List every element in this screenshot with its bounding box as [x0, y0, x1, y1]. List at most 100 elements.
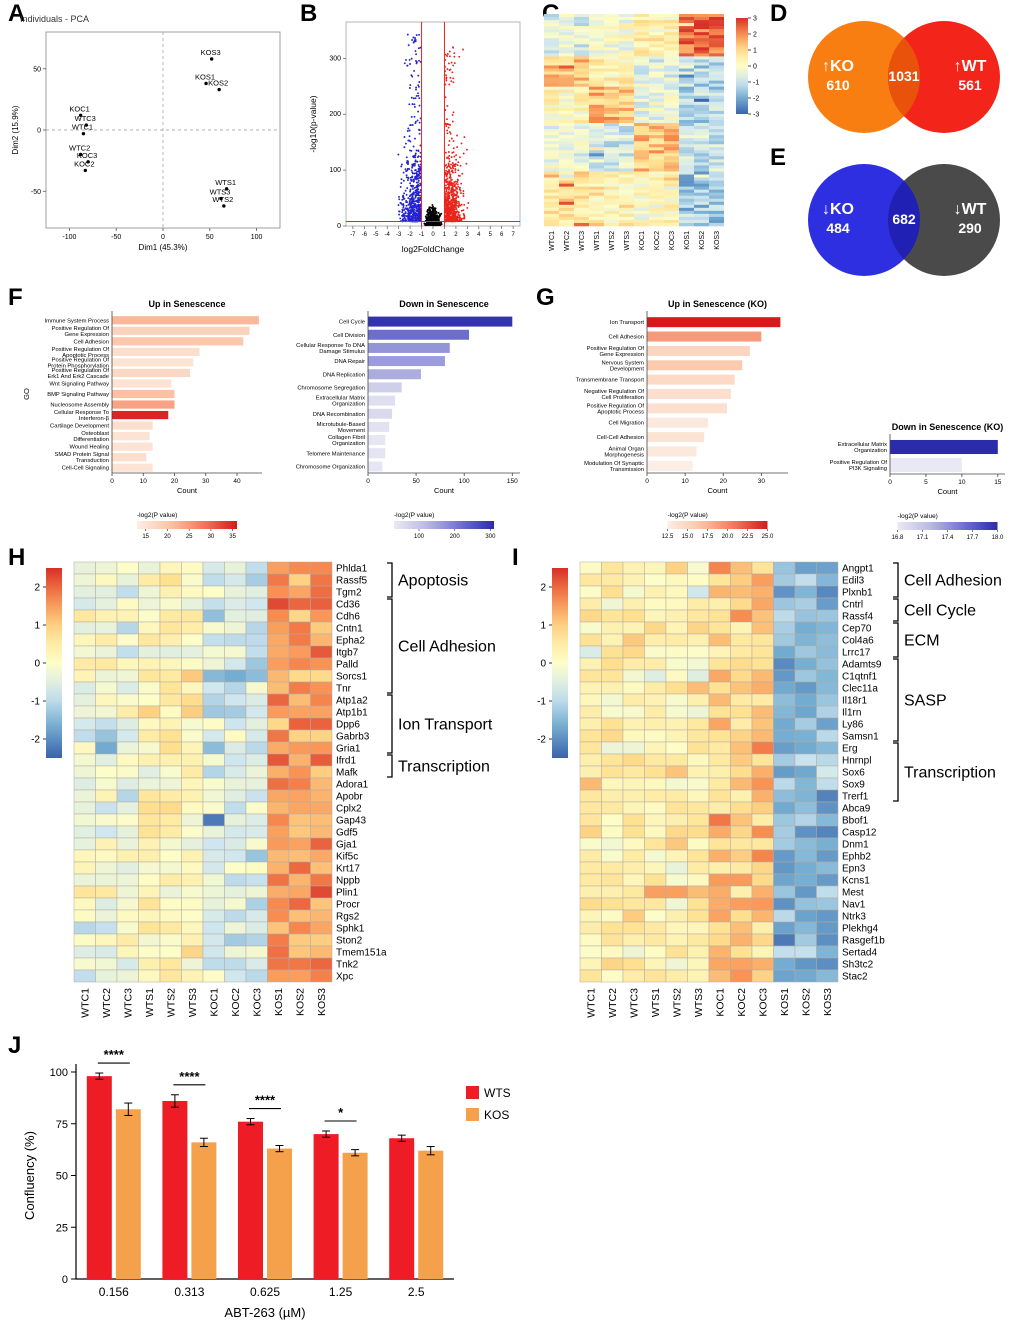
pca-point — [84, 123, 88, 127]
go-chart-up-senescence-ko: Up in Senescence (KO) Ion Transport Cell A… — [552, 295, 798, 550]
gene-label: Palld — [336, 660, 358, 671]
go-term-label: Cell-Cell Adhesion — [597, 435, 644, 441]
pca-xlabel: Dim1 (45.3%) — [139, 243, 188, 252]
bar-wts — [313, 1134, 339, 1279]
significance-stars: **** — [255, 1093, 276, 1108]
go-term-label: DNA Repair — [334, 359, 365, 365]
svg-text:200: 200 — [450, 534, 461, 540]
column-label: WTC3 — [579, 231, 586, 251]
go-bar — [647, 446, 697, 457]
svg-text:-1: -1 — [31, 697, 40, 708]
svg-text:15.0: 15.0 — [682, 534, 694, 540]
svg-text:50: 50 — [56, 1171, 68, 1183]
gene-label: Dnm1 — [842, 840, 869, 851]
go-term-label: Development — [610, 366, 645, 372]
x-axis-label: ABT-263 (µM) — [224, 1305, 305, 1320]
svg-text:1: 1 — [34, 621, 40, 632]
go-term-label: Cartilage Development — [50, 424, 109, 430]
gene-label: Phlda1 — [336, 564, 368, 575]
go-bar — [647, 432, 705, 443]
svg-text:-1: -1 — [419, 232, 425, 238]
gene-label: Cntn1 — [336, 624, 363, 635]
gene-label: Epn3 — [842, 864, 866, 875]
pca-title: Individuals - PCA — [20, 14, 89, 24]
column-label: KOC1 — [639, 231, 646, 250]
go-title: Up in Senescence (KO) — [668, 299, 767, 309]
svg-text:0: 0 — [161, 234, 165, 241]
gene-label: Gap43 — [336, 816, 366, 827]
pca-point — [209, 57, 214, 61]
column-label: KOC1 — [714, 988, 726, 1017]
bar-wts — [162, 1100, 188, 1279]
go-term-label: Interferon-β — [79, 416, 110, 422]
group-label: Ion Transport — [398, 717, 493, 734]
go-term-label: Telomere Maintenance — [306, 451, 365, 457]
panel-letter-g: G — [536, 284, 555, 311]
gene-label: Clec11a — [842, 684, 878, 695]
go-term-label: Morphogenesis — [604, 452, 644, 458]
go-term-label: Positive Regulation Of — [587, 403, 645, 409]
column-label: KOS3 — [822, 988, 834, 1016]
group-label: Cell Cycle — [904, 603, 976, 620]
gene-label: Sox6 — [842, 768, 865, 779]
svg-text:0: 0 — [540, 659, 546, 670]
panel-letter-i: I — [512, 544, 519, 571]
pca-point-label: WTS3 — [210, 188, 231, 197]
svg-text:10: 10 — [958, 479, 966, 486]
legend-swatch-wts — [466, 1086, 479, 1099]
svg-text:0: 0 — [34, 659, 40, 670]
go-bar — [368, 395, 395, 406]
pca-point-label: WTC2 — [69, 144, 90, 153]
svg-text:5: 5 — [489, 232, 493, 238]
legend-swatch-kos — [466, 1108, 479, 1121]
svg-text:0: 0 — [366, 478, 370, 485]
panel-letter-d: D — [770, 0, 788, 27]
svg-text:0: 0 — [337, 223, 341, 230]
svg-text:12.5: 12.5 — [662, 534, 674, 540]
gene-heatmap-down: Angpt1 Edil3 Plxnb1 Cntrl Rassf4 Cep70 Col4a6 L… — [516, 556, 1016, 1037]
deg-heatmap-svg: WTC1 WTC2 WTC3 WTS1 WTS2 WTS3 KOC1 KOC2 KOC3 KOS1… — [544, 14, 759, 251]
go-term-label: Collagen Fibril — [328, 435, 365, 441]
gene-label: Rasgef1b — [842, 936, 885, 947]
pca-point-label: WTS2 — [212, 195, 233, 204]
gene-label: Tmem151a — [336, 948, 387, 959]
svg-text:100: 100 — [50, 1067, 68, 1079]
go-bar — [368, 382, 402, 393]
gene-label: Erg — [842, 744, 858, 755]
svg-text:20.0: 20.0 — [722, 534, 734, 540]
svg-text:0: 0 — [888, 479, 892, 486]
column-label: WTS1 — [650, 988, 662, 1017]
go-title: Up in Senescence — [148, 299, 225, 309]
go-bar — [647, 403, 728, 414]
pca-point — [204, 81, 208, 86]
venn-overlap-value: 1031 — [888, 68, 919, 84]
volcano-points — [397, 33, 422, 223]
pca-point — [217, 87, 221, 92]
go-term-label: Positive Regulation Of — [587, 346, 645, 352]
svg-text:300: 300 — [329, 55, 341, 62]
go-count-label: Count — [707, 486, 728, 495]
gene-label: Ly86 — [842, 720, 864, 731]
gene-label: Trerf1 — [842, 792, 869, 803]
legend-label: WTS — [484, 1086, 511, 1100]
svg-text:15: 15 — [142, 534, 149, 540]
column-label: WTC3 — [122, 988, 134, 1018]
go-term-label: SMAD Protein Signal — [55, 452, 109, 458]
gene-label: Ntrk3 — [842, 912, 866, 923]
group-bracket — [893, 742, 899, 802]
column-label: WTS2 — [609, 231, 616, 251]
venn-right-value: 561 — [958, 77, 982, 93]
go-ylabel: GO — [22, 388, 31, 400]
legend-label: KOS — [484, 1108, 509, 1122]
go-bar — [647, 360, 743, 371]
gene-label: Cplx2 — [336, 804, 362, 815]
svg-text:0: 0 — [431, 232, 435, 238]
group-bracket — [893, 658, 899, 742]
go-term-label: Wnt Signaling Pathway — [49, 381, 109, 387]
svg-text:35: 35 — [229, 534, 236, 540]
go-barchart-svg-F2: Down in Senescence Cell Cycle Cell Divisio… — [296, 299, 520, 540]
gene-label: Tgm2 — [336, 588, 362, 599]
gene-label: Il1rn — [842, 708, 861, 719]
gene-label: Angpt1 — [842, 564, 874, 575]
svg-text:2: 2 — [540, 583, 546, 594]
